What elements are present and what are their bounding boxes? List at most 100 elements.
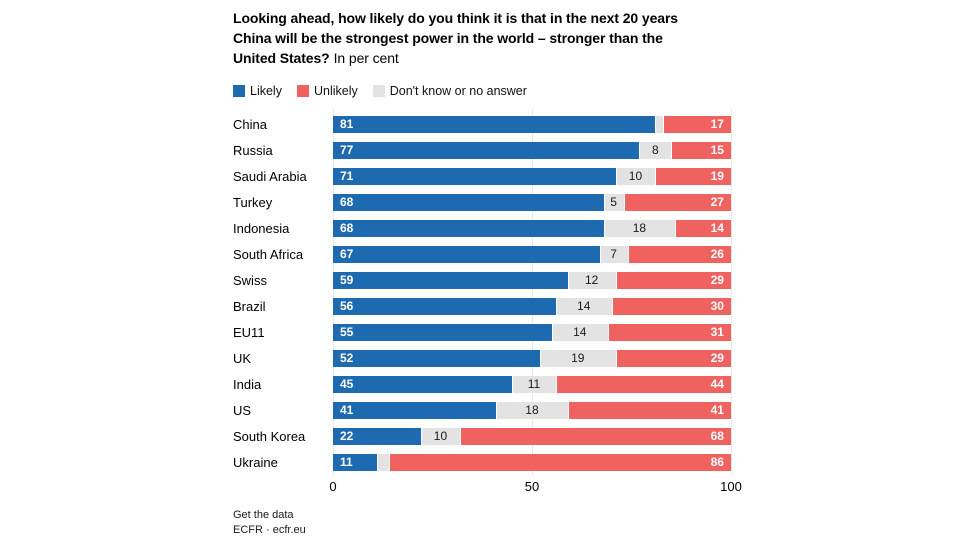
value-label: 68: [340, 221, 354, 235]
bar-segment-unlikely: 44: [555, 375, 731, 393]
chart-title: Looking ahead, how likely do you think i…: [233, 8, 731, 68]
chart-content: Looking ahead, how likely do you think i…: [233, 8, 742, 538]
title-line-3-text: United States?: [233, 50, 330, 66]
bar-segment-likely: 22: [333, 427, 421, 445]
footer: Get the data ECFR · ecfr.eu: [233, 508, 731, 538]
country-label: Indonesia: [233, 220, 290, 236]
value-label: 18: [525, 403, 539, 417]
bar-segment-dont-know: 19: [539, 349, 616, 367]
stacked-bar: 11 86: [333, 453, 731, 471]
bar-segment-dont-know: 18: [603, 219, 676, 237]
value-label: 15: [710, 143, 724, 157]
gridline: [532, 109, 533, 475]
value-label: 29: [710, 351, 724, 365]
value-label: 77: [340, 143, 354, 157]
value-label: 10: [628, 169, 643, 183]
bar-segment-dont-know: [376, 453, 389, 471]
bar-segment-likely: 68: [333, 219, 604, 237]
country-label: US: [233, 402, 252, 418]
value-label: 55: [340, 325, 354, 339]
bar-segment-unlikely: 41: [567, 401, 731, 419]
bar-segment-dont-know: 14: [551, 323, 608, 341]
bar-segment-likely: 59: [333, 271, 568, 289]
country-label: China: [233, 116, 267, 132]
legend-label: Don't know or no answer: [389, 84, 527, 98]
bar-segment-unlikely: 68: [460, 427, 731, 445]
title-line-3: United States? In per cent: [233, 48, 731, 68]
gridline: [333, 109, 334, 475]
source-attribution: ECFR · ecfr.eu: [233, 524, 306, 536]
chart-row-swiss: Swiss 59 12 29: [233, 267, 731, 293]
chart-row-ukraine: Ukraine 11 86: [233, 449, 731, 475]
country-label: Brazil: [233, 298, 266, 314]
bar-segment-dont-know: 10: [615, 167, 656, 185]
legend-item-unlikely: Unlikely: [296, 84, 358, 98]
bar-segment-likely: 67: [333, 245, 600, 263]
country-label: Swiss: [233, 272, 267, 288]
country-label: South Korea: [233, 428, 306, 444]
x-axis-tick: 100: [720, 479, 742, 494]
legend-label: Likely: [250, 84, 282, 98]
stacked-bar: 41 18 41: [333, 401, 731, 419]
legend-item-likely: Likely: [233, 84, 282, 98]
stacked-bar: 52 19 29: [333, 349, 731, 367]
stacked-bar: 81 17: [333, 115, 731, 133]
chart-row-saudi-arabia: Saudi Arabia 71 10 19: [233, 163, 731, 189]
value-label: 29: [710, 273, 724, 287]
value-label: 5: [610, 195, 617, 209]
gridline: [731, 109, 732, 475]
bar-segment-unlikely: 86: [388, 453, 731, 471]
title-line-2: China will be the strongest power in the…: [233, 30, 663, 46]
value-label: 67: [340, 247, 354, 261]
get-the-data-link[interactable]: Get the data: [233, 509, 294, 521]
value-label: 86: [710, 455, 724, 469]
bar-segment-unlikely: 14: [675, 219, 731, 237]
bar-segment-likely: 41: [333, 401, 497, 419]
bar-segment-dont-know: 8: [639, 141, 672, 159]
gridlines: [333, 109, 732, 475]
stacked-bar: 68 5 27: [333, 193, 731, 211]
value-label: 56: [340, 299, 354, 313]
bar-segment-likely: 52: [333, 349, 540, 367]
bar-segment-dont-know: [655, 115, 664, 133]
legend-label: Unlikely: [313, 84, 358, 98]
title-unit-note: In per cent: [333, 50, 399, 66]
legend-swatch-don-t-know-or-no-answer: [372, 85, 385, 97]
value-label: 18: [632, 221, 647, 235]
bar-segment-unlikely: 26: [627, 245, 731, 263]
bar-segment-likely: 56: [333, 297, 556, 315]
value-label: 27: [710, 195, 724, 209]
value-label: 52: [340, 351, 354, 365]
legend-item-don-t-know-or-no-answer: Don't know or no answer: [372, 84, 527, 98]
value-label: 14: [573, 325, 587, 339]
chart-row-uk: UK 52 19 29: [233, 345, 731, 371]
stacked-bar: 67 7 26: [333, 245, 731, 263]
bar-segment-likely: 68: [333, 193, 604, 211]
stacked-bar: 77 8 15: [333, 141, 731, 159]
bar-rows: China 81 17 Russia 77 8 15 Saudi Arabia 71 10 19 Tu…: [233, 109, 732, 475]
legend: Likely Unlikely Don't know or no answer: [233, 84, 731, 98]
chart-row-turkey: Turkey 68 5 27: [233, 189, 731, 215]
bar-segment-dont-know: 11: [512, 375, 556, 393]
stacked-bar: 22 10 68: [333, 427, 731, 445]
stacked-bar: 71 10 19: [333, 167, 731, 185]
value-label: 45: [340, 377, 354, 391]
bar-segment-likely: 81: [333, 115, 656, 133]
value-label: 11: [527, 377, 541, 391]
value-label: 12: [585, 273, 599, 287]
x-axis-tick: 0: [329, 479, 337, 494]
country-label: India: [233, 376, 262, 392]
value-label: 71: [340, 169, 354, 183]
value-label: 26: [710, 247, 724, 261]
stacked-bar: 56 14 30: [333, 297, 731, 315]
value-label: 44: [710, 377, 724, 391]
bar-segment-dont-know: 18: [496, 401, 568, 419]
bar-segment-unlikely: 15: [671, 141, 731, 159]
country-label: Saudi Arabia: [233, 168, 307, 184]
value-label: 68: [710, 429, 724, 443]
chart-row-south-korea: South Korea 22 10 68: [233, 423, 731, 449]
value-label: 8: [652, 143, 659, 157]
bar-segment-unlikely: 17: [663, 115, 731, 133]
chart-row-brazil: Brazil 56 14 30: [233, 293, 731, 319]
bar-segment-dont-know: 7: [599, 245, 628, 263]
